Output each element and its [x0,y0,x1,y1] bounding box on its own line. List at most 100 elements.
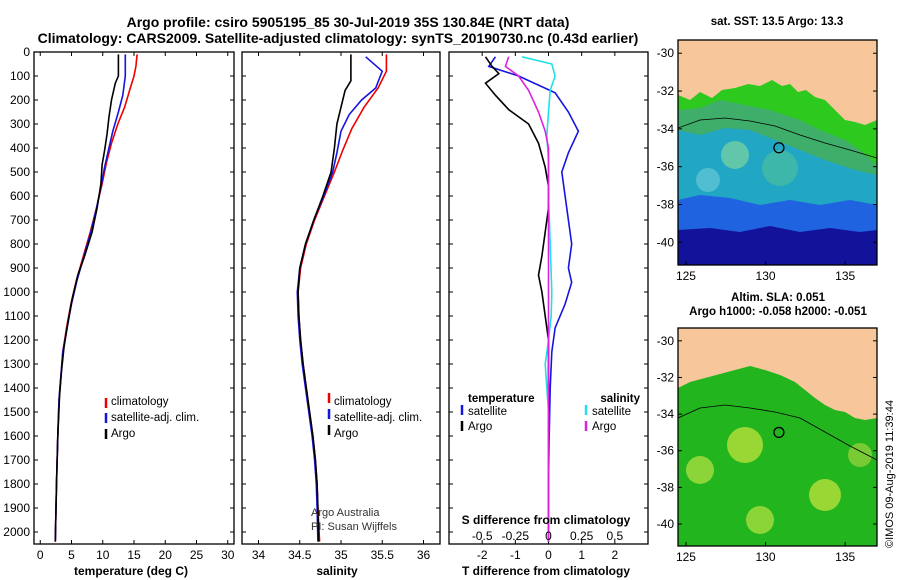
difference-legend: temperature satellite Argo salinity sate… [460,393,641,433]
y-tick-label: 300 [10,117,30,131]
s-x-tick-label: 0 [545,529,552,543]
figure-title-line1: Argo profile: csiro 5905195_85 30-Jul-20… [127,14,570,30]
y-tick-label: 100 [10,69,30,83]
x-tick-label: 0 [37,548,44,562]
t-difference-xlabel: T difference from climatology [462,564,630,578]
map-x-tick-label: 135 [835,269,855,283]
argo-australia-note: Argo Australia [311,507,380,519]
x-tick-label: -2 [477,548,488,562]
series-line-temperature-argo [484,56,550,542]
sla-patch [848,443,872,467]
salinity-xlabel: salinity [316,564,358,578]
map-y-tick-label: -40 [657,235,675,249]
map-x-tick-label: 125 [676,550,696,564]
legend-label-temp-satellite: satellite [468,406,507,418]
figure-title-line2: Climatology: CARS2009. Satellite-adjuste… [38,30,639,46]
y-tick-label: 1700 [3,453,30,467]
sla-patch [746,506,774,534]
y-tick-label: 500 [10,165,30,179]
y-tick-label: 1200 [3,333,30,347]
y-tick-label: 1900 [3,501,30,515]
profile-location-marker [773,142,785,154]
x-tick-label: 35 [334,548,348,562]
legend-label-climatology: climatology [334,396,392,408]
y-tick-label: 400 [10,141,30,155]
temperature-xlabel: temperature (deg C) [74,564,188,578]
s-difference-xlabel: S difference from climatology [462,513,631,527]
sst-coldest-region [678,226,877,265]
temperature-legend: climatology satellite-adj. clim. Argo [104,396,199,440]
x-tick-label: 36 [417,548,431,562]
map-x-tick-label: 130 [756,269,776,283]
x-tick-label: 25 [190,548,204,562]
y-tick-label: 900 [10,261,30,275]
series-line-satellite-adj-clim- [296,56,384,542]
salinity-plot-frame [241,51,441,545]
temperature-panel: 0100200300400500600700800900100011001200… [3,45,234,578]
sst-patch [762,150,798,186]
legend-label-sal-satellite: satellite [592,406,631,418]
imos-watermark: ©IMOS 09-Aug-2019 11:39:44 [884,400,896,548]
sst-map-title: sat. SST: 13.5 Argo: 13.3 [711,16,844,28]
y-tick-label: 1800 [3,477,30,491]
series-line-temperature-satellite [487,56,580,542]
map-y-tick-label: -34 [657,122,675,136]
map-y-tick-label: -36 [657,444,675,458]
map-y-tick-label: -36 [657,160,675,174]
sla-patch [809,479,841,511]
y-tick-label: 1600 [3,429,30,443]
map-y-tick-label: -32 [657,370,675,384]
sla-map-title-line2: Argo h1000: -0.058 h2000: -0.051 [689,306,867,318]
temperature-plot-frame [33,51,235,545]
series-line-salinity-argo [504,56,550,542]
x-tick-label: 20 [159,548,173,562]
map-x-tick-label: 125 [676,269,696,283]
x-tick-label: 5 [68,548,75,562]
y-tick-label: 1400 [3,381,30,395]
salinity-legend: climatology satellite-adj. clim. Argo [327,393,422,440]
s-x-tick-label: 0.25 [570,529,594,543]
legend-header-salinity: salinity [600,393,640,405]
series-line-argo [54,54,120,542]
s-x-tick-label: -0.25 [502,529,530,543]
map-y-tick-label: -38 [657,480,675,494]
legend-label-satellite: satellite-adj. clim. [111,412,199,424]
map-y-tick-label: -38 [657,197,675,211]
y-tick-label: 700 [10,213,30,227]
y-tick-label: 0 [23,45,30,59]
sst-map-frame [677,39,878,266]
sla-map-frame [677,327,878,547]
pi-note: PI: Susan Wijffels [311,521,397,533]
sla-map-title-line1: Altim. SLA: 0.051 [731,292,826,304]
y-tick-label: 200 [10,93,30,107]
series-line-argo [297,54,352,542]
x-tick-label: 34 [252,548,266,562]
sst-map: -30 -32 -34 -36 -38 -40 125 130 135 [657,39,878,283]
legend-label-satellite: satellite-adj. clim. [334,412,422,424]
x-tick-label: 30 [221,548,235,562]
map-y-tick-label: -30 [657,46,675,60]
legend-label-argo: Argo [334,428,358,440]
series-line-salinity-satellite [521,56,556,542]
y-tick-label: 1300 [3,357,30,371]
y-tick-label: 1100 [4,309,30,323]
x-tick-label: 0 [545,548,552,562]
y-tick-label: 2000 [3,525,30,539]
y-tick-label: 1500 [3,405,30,419]
y-tick-label: 1000 [3,285,30,299]
legend-label-climatology: climatology [111,396,169,408]
legend-label-argo: Argo [111,428,135,440]
x-tick-label: 34.5 [288,548,312,562]
x-tick-label: -1 [510,548,521,562]
isobath-contour [678,404,877,461]
map-y-tick-label: -30 [657,334,675,348]
sst-patch [696,168,720,192]
difference-panel: -2 -1 0 1 2 T difference from climatology S … [448,51,649,578]
series-line-climatology [54,54,138,542]
sla-map: -30 -32 -34 -36 -38 -40 125 130 135 [657,327,878,564]
x-tick-label: 10 [96,548,110,562]
y-tick-label: 800 [10,237,30,251]
s-x-tick-label: -0.5 [472,529,493,543]
x-tick-label: 2 [611,548,618,562]
